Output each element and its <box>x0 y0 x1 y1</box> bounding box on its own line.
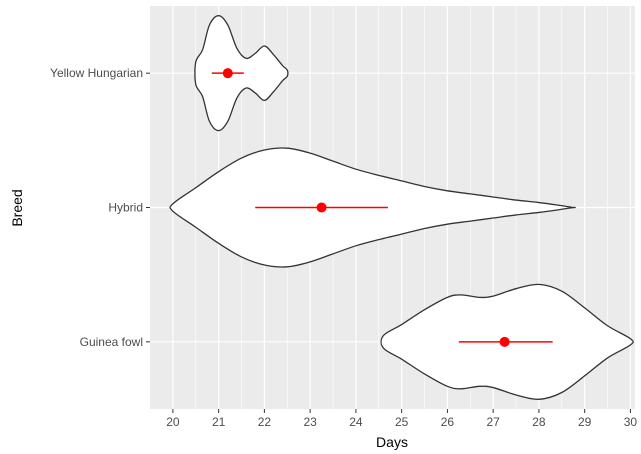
x-tick-label: 22 <box>258 415 272 429</box>
axes: 20 21 22 23 24 25 26 27 28 29 30 Guinea fowl Hybrid Y… <box>50 66 637 429</box>
y-tick-label: Yellow Hungarian <box>50 66 143 80</box>
x-tick-label: 29 <box>578 415 592 429</box>
mean-point <box>316 202 327 213</box>
x-tick-label: 24 <box>349 415 363 429</box>
x-tick-label: 26 <box>441 415 455 429</box>
y-axis-title: Breed <box>9 189 25 226</box>
y-tick-label: Hybrid <box>108 201 143 215</box>
y-tick-label: Guinea fowl <box>80 335 143 349</box>
x-tick-label: 20 <box>166 415 180 429</box>
x-axis-title: Days <box>376 434 408 450</box>
mean-point <box>222 68 233 79</box>
x-tick-label: 23 <box>303 415 317 429</box>
mean-point <box>499 336 510 347</box>
x-tick-label: 27 <box>486 415 500 429</box>
x-tick-label: 25 <box>395 415 409 429</box>
x-tick-label: 21 <box>212 415 226 429</box>
x-tick-label: 30 <box>624 415 638 429</box>
violins <box>169 15 634 400</box>
x-tick-label: 28 <box>532 415 546 429</box>
